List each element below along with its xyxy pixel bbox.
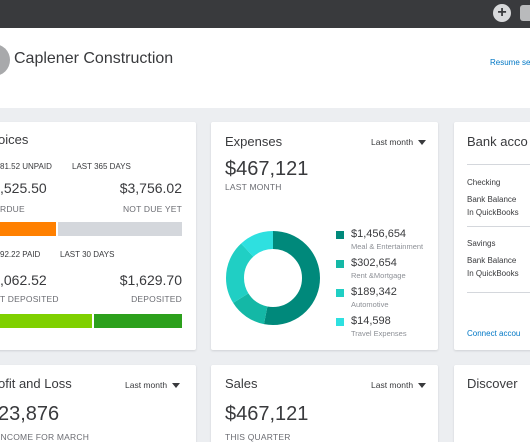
- not-due-amount: $3,756.02: [119, 180, 182, 196]
- deposited-bar[interactable]: [94, 314, 182, 328]
- deposited-label: DEPOSITED: [131, 294, 182, 304]
- legend-color-swatch: [336, 260, 344, 268]
- legend-category: Automotive: [351, 300, 389, 309]
- profit-loss-title: ofit and Loss: [0, 376, 72, 391]
- invoices-card: oices 81.52 UNPAID LAST 365 DAYS ,525.50…: [0, 122, 196, 350]
- unpaid-period: LAST 365 DAYS: [72, 162, 131, 171]
- donut-slice-3[interactable]: [226, 231, 320, 325]
- top-bar: +: [0, 0, 530, 28]
- not-due-label: NOT DUE YET: [122, 204, 182, 214]
- help-icon[interactable]: [520, 5, 530, 21]
- expenses-title: Expenses: [225, 134, 283, 149]
- sales-card: Sales Last month $467,121 THIS QUARTER: [211, 365, 438, 442]
- bank-divider-top: [467, 164, 530, 165]
- expenses-total: $467,121: [225, 158, 309, 180]
- savings-account-name[interactable]: Savings: [467, 239, 496, 248]
- bank-divider-middle: [467, 226, 530, 227]
- checking-account-name[interactable]: Checking: [467, 178, 501, 187]
- legend-category: Meal & Entertainment: [351, 242, 424, 251]
- deposited-amount: $1,629.70: [119, 272, 182, 288]
- not-deposited-amount: ,062.52: [0, 272, 47, 288]
- not-deposited-label: T DEPOSITED: [0, 294, 59, 304]
- overdue-label: RDUE: [0, 204, 25, 214]
- chevron-down-icon: [172, 383, 181, 389]
- legend-color-swatch: [336, 318, 344, 326]
- sales-amount: $467,121: [225, 403, 309, 425]
- sales-period-dropdown[interactable]: Last month: [371, 380, 427, 390]
- discover-card: Discover: [454, 365, 530, 442]
- checking-quickbooks-label: In QuickBooks: [467, 208, 519, 217]
- savings-bank-balance-label: Bank Balance: [467, 256, 517, 265]
- profit-loss-card: ofit and Loss Last month 23,876 INCOME F…: [0, 365, 196, 442]
- legend-category: Travel Expenses: [351, 329, 407, 338]
- donut-slice-2[interactable]: [226, 231, 320, 325]
- legend-amount: $1,456,654: [351, 228, 407, 240]
- legend-amount: $302,654: [351, 257, 397, 269]
- bank-divider-bottom: [467, 292, 530, 293]
- not-deposited-bar[interactable]: [0, 314, 92, 328]
- sales-period-label: Last month: [371, 380, 414, 390]
- expenses-donut-chart[interactable]: [223, 228, 323, 328]
- discover-title: Discover: [467, 376, 518, 391]
- profit-loss-label: INCOME FOR MARCH: [0, 432, 90, 442]
- connect-account-link[interactable]: Connect accou: [467, 329, 521, 338]
- profit-loss-period-dropdown[interactable]: Last month: [125, 380, 181, 390]
- company-name: Caplener Construction: [14, 50, 174, 67]
- not-due-bar[interactable]: [58, 222, 182, 236]
- legend-category: Rent &Mortgage: [351, 271, 406, 280]
- expenses-period-dropdown[interactable]: Last month: [371, 137, 427, 147]
- sales-label: THIS QUARTER: [225, 432, 291, 442]
- resume-setup-link[interactable]: Resume se: [490, 58, 530, 67]
- bank-accounts-title: Bank acco: [467, 134, 528, 149]
- savings-quickbooks-label: In QuickBooks: [467, 269, 519, 278]
- overdue-bar[interactable]: [0, 222, 56, 236]
- company-logo: [0, 44, 10, 76]
- unpaid-label: 81.52 UNPAID: [0, 162, 52, 171]
- chevron-down-icon: [418, 383, 427, 389]
- company-header: Caplener Construction Resume se: [0, 28, 530, 108]
- legend-amount: $14,598: [351, 315, 391, 327]
- checking-bank-balance-label: Bank Balance: [467, 195, 517, 204]
- bank-accounts-card: Bank acco Checking Bank Balance In Quick…: [454, 122, 530, 350]
- legend-color-swatch: [336, 231, 344, 239]
- chevron-down-icon: [418, 140, 427, 146]
- overdue-amount: ,525.50: [0, 180, 47, 196]
- legend-color-swatch: [336, 289, 344, 297]
- expenses-total-label: LAST MONTH: [225, 182, 282, 192]
- profit-loss-period-label: Last month: [125, 380, 168, 390]
- expenses-period-label: Last month: [371, 137, 414, 147]
- paid-label: 92.22 PAID: [0, 250, 41, 259]
- sales-title: Sales: [225, 376, 258, 391]
- expenses-card: Expenses Last month $467,121 LAST MONTH …: [211, 122, 438, 350]
- legend-amount: $189,342: [351, 286, 397, 298]
- profit-loss-amount: 23,876: [0, 403, 60, 425]
- invoices-title: oices: [0, 132, 29, 147]
- paid-period: LAST 30 DAYS: [60, 250, 115, 259]
- plus-icon[interactable]: +: [493, 4, 511, 22]
